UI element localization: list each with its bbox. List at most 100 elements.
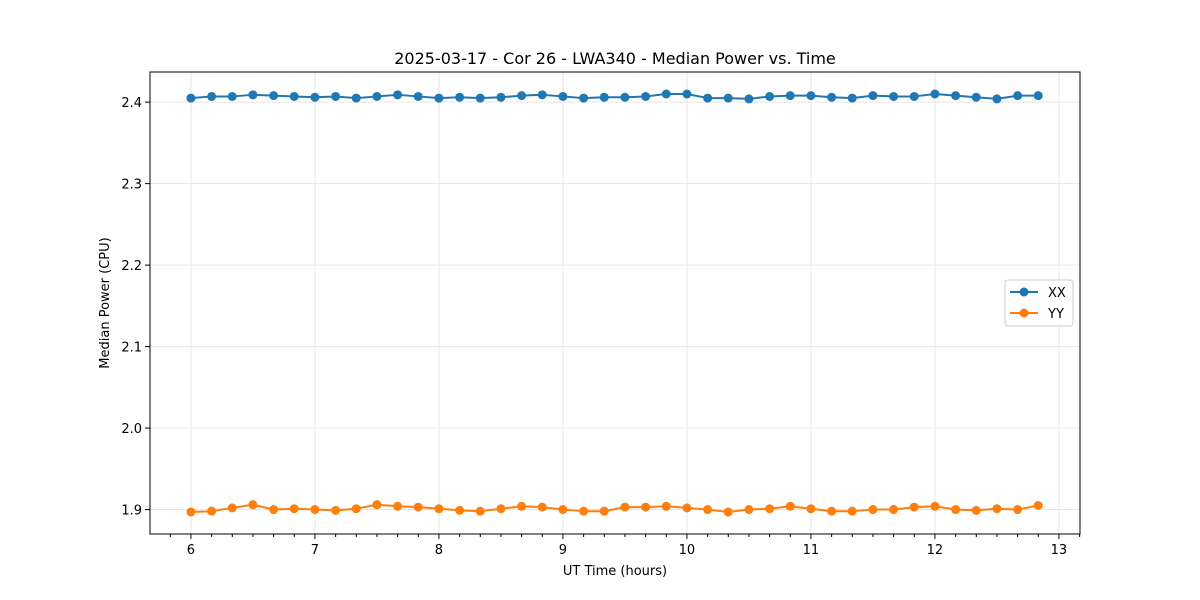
data-point-xx xyxy=(248,90,258,100)
plot-frame xyxy=(149,71,1081,535)
data-point-yy xyxy=(785,501,795,511)
data-point-yy xyxy=(992,504,1002,514)
data-point-yy xyxy=(827,506,837,516)
data-point-yy xyxy=(1033,500,1043,510)
data-point-yy xyxy=(393,501,403,511)
data-point-xx xyxy=(393,90,403,100)
data-point-xx xyxy=(744,94,754,104)
data-point-xx xyxy=(517,91,527,101)
data-point-xx xyxy=(372,91,382,101)
data-point-xx xyxy=(951,91,961,101)
data-point-yy xyxy=(372,500,382,510)
data-point-xx xyxy=(806,91,816,101)
data-point-yy xyxy=(289,504,299,514)
data-point-yy xyxy=(269,505,279,515)
data-point-xx xyxy=(765,91,775,101)
data-point-yy xyxy=(537,502,547,512)
data-point-yy xyxy=(517,501,527,511)
axis-layer: 6 7 8 9 10 11 12 13 1.9 2.0 2.1 2.2 2.3 2.4 xyxy=(121,96,1081,558)
data-point-xx xyxy=(413,91,423,101)
data-point-xx xyxy=(207,91,217,101)
y-tick-label: 2.1 xyxy=(121,341,142,356)
data-point-yy xyxy=(434,504,444,514)
x-tick-label: 12 xyxy=(927,543,944,558)
data-point-xx xyxy=(455,92,465,102)
data-point-xx xyxy=(351,93,361,103)
data-point-xx xyxy=(868,91,878,101)
data-point-xx xyxy=(661,89,671,99)
data-point-yy xyxy=(951,505,961,515)
data-point-yy xyxy=(806,504,816,514)
x-tick-label: 6 xyxy=(187,543,195,558)
data-point-xx xyxy=(331,91,341,101)
data-point-yy xyxy=(413,502,423,512)
data-point-yy xyxy=(930,501,940,511)
legend-xx-marker xyxy=(1019,287,1029,297)
y-tick-label: 2.0 xyxy=(121,422,142,437)
data-point-yy xyxy=(847,506,857,516)
data-point-yy xyxy=(703,505,713,515)
data-point-xx xyxy=(620,92,630,102)
data-point-yy xyxy=(351,504,361,514)
data-point-yy xyxy=(661,501,671,511)
data-point-yy xyxy=(310,505,320,515)
data-point-xx xyxy=(558,91,568,101)
data-point-yy xyxy=(579,506,589,516)
data-point-xx xyxy=(703,93,713,103)
data-point-yy xyxy=(765,504,775,514)
data-point-xx xyxy=(227,91,237,101)
data-point-xx xyxy=(971,92,981,102)
y-tick-label: 2.4 xyxy=(121,96,142,111)
data-point-xx xyxy=(682,89,692,99)
data-point-yy xyxy=(641,502,651,512)
data-point-xx xyxy=(269,91,279,101)
data-point-yy xyxy=(475,506,485,516)
chart-title: 2025-03-17 - Cor 26 - LWA340 - Median Po… xyxy=(394,49,836,68)
y-tick-label: 1.9 xyxy=(121,504,142,519)
x-tick-label: 11 xyxy=(803,543,820,558)
x-axis-label: UT Time (hours) xyxy=(563,564,667,579)
legend-yy-label: YY xyxy=(1047,307,1064,322)
data-point-xx xyxy=(827,92,837,102)
data-point-yy xyxy=(971,505,981,515)
grid-layer xyxy=(150,72,1080,534)
data-point-yy xyxy=(207,506,217,516)
y-axis-label: Median Power (CPU) xyxy=(98,237,113,368)
data-point-xx xyxy=(537,90,547,100)
x-tick-label: 9 xyxy=(559,543,567,558)
data-point-yy xyxy=(455,505,465,515)
legend-yy-marker xyxy=(1019,308,1029,318)
data-point-xx xyxy=(186,93,196,103)
data-point-yy xyxy=(599,506,609,516)
data-point-xx xyxy=(599,92,609,102)
data-point-xx xyxy=(289,91,299,101)
data-point-xx xyxy=(1013,91,1023,101)
data-point-yy xyxy=(620,502,630,512)
x-tick-label: 13 xyxy=(1051,543,1068,558)
data-point-yy xyxy=(723,507,733,517)
data-point-yy xyxy=(227,503,237,513)
data-point-xx xyxy=(889,91,899,101)
data-point-xx xyxy=(723,93,733,103)
y-tick-label: 2.2 xyxy=(121,259,142,274)
data-point-yy xyxy=(682,503,692,513)
data-point-xx xyxy=(579,93,589,103)
y-tick-label: 2.3 xyxy=(121,178,142,193)
series-layer xyxy=(186,89,1043,517)
data-point-xx xyxy=(909,91,919,101)
data-point-yy xyxy=(889,505,899,515)
data-point-xx xyxy=(641,91,651,101)
data-point-yy xyxy=(909,502,919,512)
data-point-yy xyxy=(186,507,196,517)
data-point-yy xyxy=(1013,505,1023,515)
data-point-yy xyxy=(744,505,754,515)
data-point-xx xyxy=(475,93,485,103)
data-point-xx xyxy=(847,93,857,103)
data-point-xx xyxy=(930,89,940,99)
data-point-yy xyxy=(496,504,506,514)
legend-xx-label: XX xyxy=(1048,286,1066,301)
data-point-yy xyxy=(331,505,341,515)
data-point-yy xyxy=(558,505,568,515)
data-point-xx xyxy=(434,93,444,103)
